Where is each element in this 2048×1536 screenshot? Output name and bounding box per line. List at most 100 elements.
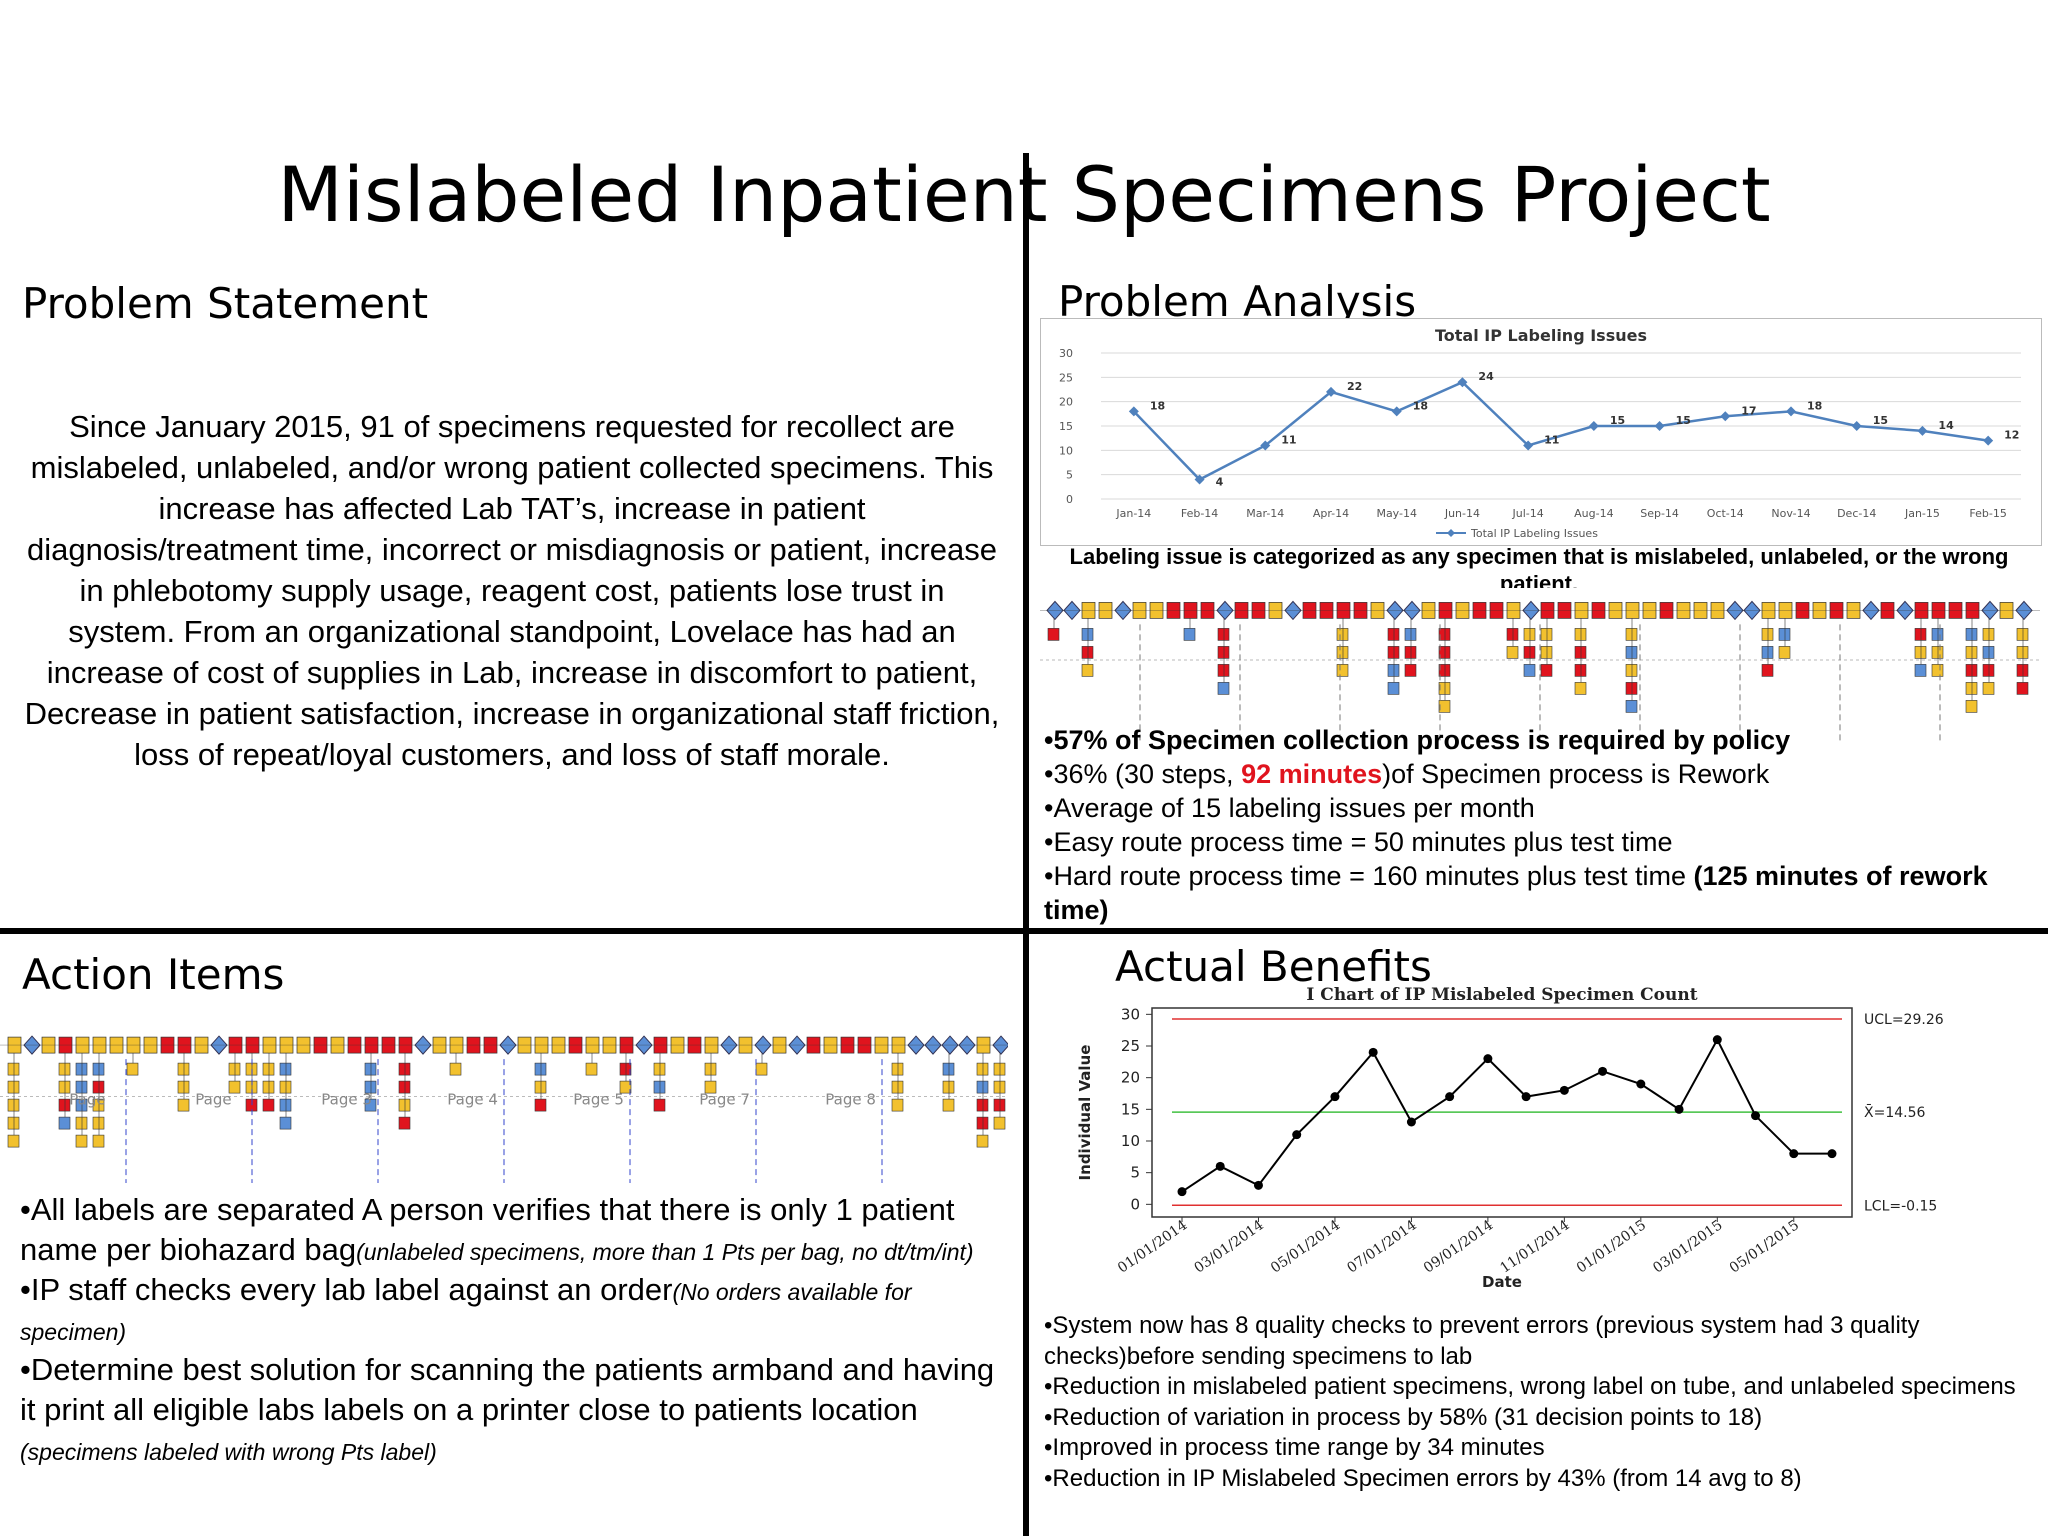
i-chart-ytick: 20	[1121, 1069, 1140, 1087]
current-process-map	[1040, 588, 2040, 748]
process-step	[1761, 664, 1774, 677]
action-item-2: •IP staff checks every lab label against…	[20, 1272, 912, 1345]
i-chart-xtick: 01/01/2014	[1115, 1217, 1190, 1276]
process-step	[993, 1080, 1006, 1094]
i-chart-point	[1330, 1092, 1340, 1102]
chart1-data-label: 18	[1413, 399, 1428, 412]
process-step	[653, 1098, 666, 1112]
chart1-xtick: Jul-14	[1512, 507, 1544, 520]
process-step	[1931, 646, 1944, 659]
process-step	[976, 1098, 989, 1112]
process-step	[1404, 646, 1417, 659]
process-step	[177, 1062, 190, 1076]
process-step	[653, 1062, 666, 1076]
i-chart-ytick: 0	[1130, 1195, 1140, 1213]
process-step	[2016, 646, 2029, 659]
process-step	[619, 1080, 632, 1094]
chart1-xtick: Jun-14	[1444, 507, 1480, 520]
process-step	[1081, 646, 1094, 659]
process-step	[704, 1080, 717, 1094]
process-step	[534, 1080, 547, 1094]
process-step	[534, 1098, 547, 1112]
process-step	[75, 1080, 88, 1094]
i-chart-point	[1559, 1085, 1569, 1095]
i-chart-xlabel: Date	[1482, 1273, 1522, 1291]
i-chart-xtick: 07/01/2014	[1344, 1217, 1419, 1276]
process-step	[1438, 628, 1451, 641]
chart1-point	[1391, 406, 1402, 417]
chart1-data-label: 24	[1478, 370, 1494, 383]
process-step	[1965, 628, 1978, 641]
process-step	[279, 1080, 292, 1094]
chart1-data-label: 4	[1216, 476, 1224, 489]
chart1-ytick: 25	[1059, 371, 1073, 384]
pa-bullet-1: •57% of Specimen collection process is r…	[1044, 725, 1791, 755]
i-chart-lcl-label: LCL=-0.15	[1864, 1198, 1937, 1214]
process-step	[1438, 700, 1451, 713]
chart1-point	[1326, 386, 1336, 397]
future-process-map: Page Page Page 3 Page 4 Page 5 Page 7 Page 8	[0, 1022, 1008, 1187]
i-chart-point	[1292, 1130, 1302, 1140]
i-chart-point	[1253, 1180, 1263, 1190]
process-step	[92, 1134, 105, 1148]
process-step	[1217, 682, 1230, 695]
i-chart-title: I Chart of IP Mislabeled Specimen Count	[1306, 986, 1697, 1005]
flow-page-label: Page	[195, 1091, 231, 1109]
process-step	[1540, 646, 1553, 659]
process-step	[1625, 682, 1638, 695]
process-step	[279, 1098, 292, 1112]
i-chart-xtick: 11/01/2014	[1497, 1217, 1572, 1276]
process-step	[2016, 628, 2029, 641]
process-step	[942, 1080, 955, 1094]
chart1-xtick: Aug-14	[1574, 507, 1613, 520]
process-step	[891, 1098, 904, 1112]
process-step	[755, 1062, 768, 1076]
process-step	[891, 1062, 904, 1076]
process-step	[1217, 628, 1230, 641]
chart1-xtick: Jan-15	[1904, 507, 1940, 520]
i-chart-ytick: 30	[1121, 1005, 1140, 1023]
process-step	[1081, 628, 1094, 641]
flow-page-label: Page 5	[573, 1091, 624, 1109]
process-step	[92, 1116, 105, 1130]
i-chart-xtick: 03/01/2015	[1650, 1217, 1725, 1276]
process-step	[75, 1062, 88, 1076]
ab-bullet-3: •Reduction of variation in process by 58…	[1044, 1403, 1763, 1431]
process-step	[177, 1080, 190, 1094]
process-step	[976, 1062, 989, 1076]
labeling-issues-chart: Total IP Labeling Issues 0 5 10 15 20 25 30 Jan-…	[1040, 318, 2042, 546]
process-step	[262, 1080, 275, 1094]
i-chart-ytick: 25	[1121, 1037, 1140, 1055]
action-items-heading: Action Items	[22, 950, 285, 999]
actual-benefits-bullets: •System now has 8 quality checks to prev…	[1044, 1311, 2034, 1494]
process-step	[1625, 646, 1638, 659]
process-step	[398, 1062, 411, 1076]
chart1-point	[1194, 474, 1205, 485]
i-chart-xtick: 05/01/2015	[1727, 1217, 1802, 1276]
i-chart-point	[1521, 1092, 1531, 1102]
process-step	[653, 1080, 666, 1094]
process-step	[262, 1098, 275, 1112]
ab-bullet-1: •System now has 8 quality checks to prev…	[1044, 1312, 1920, 1370]
flow-page-label: Page 8	[825, 1091, 876, 1109]
process-step	[585, 1062, 598, 1076]
process-step	[1625, 628, 1638, 641]
process-step	[364, 1080, 377, 1094]
process-step	[993, 1116, 1006, 1130]
process-step	[92, 1080, 105, 1094]
process-step	[1931, 628, 1944, 641]
i-chart-point	[1177, 1187, 1187, 1197]
process-step	[449, 1062, 462, 1076]
i-chart-point	[1368, 1047, 1378, 1057]
chart1-point	[1917, 425, 1928, 436]
process-step	[364, 1098, 377, 1112]
process-step	[1336, 628, 1349, 641]
i-chart-xtick: 03/01/2014	[1191, 1217, 1266, 1276]
i-chart-point	[1598, 1066, 1608, 1076]
process-step	[1982, 628, 1995, 641]
process-step	[1183, 628, 1196, 641]
chart1-xtick: Oct-14	[1707, 507, 1744, 520]
horizontal-divider	[0, 928, 2048, 934]
ab-bullet-5: •Reduction in IP Mislabeled Specimen err…	[1044, 1464, 1802, 1492]
process-step	[1982, 664, 1995, 677]
